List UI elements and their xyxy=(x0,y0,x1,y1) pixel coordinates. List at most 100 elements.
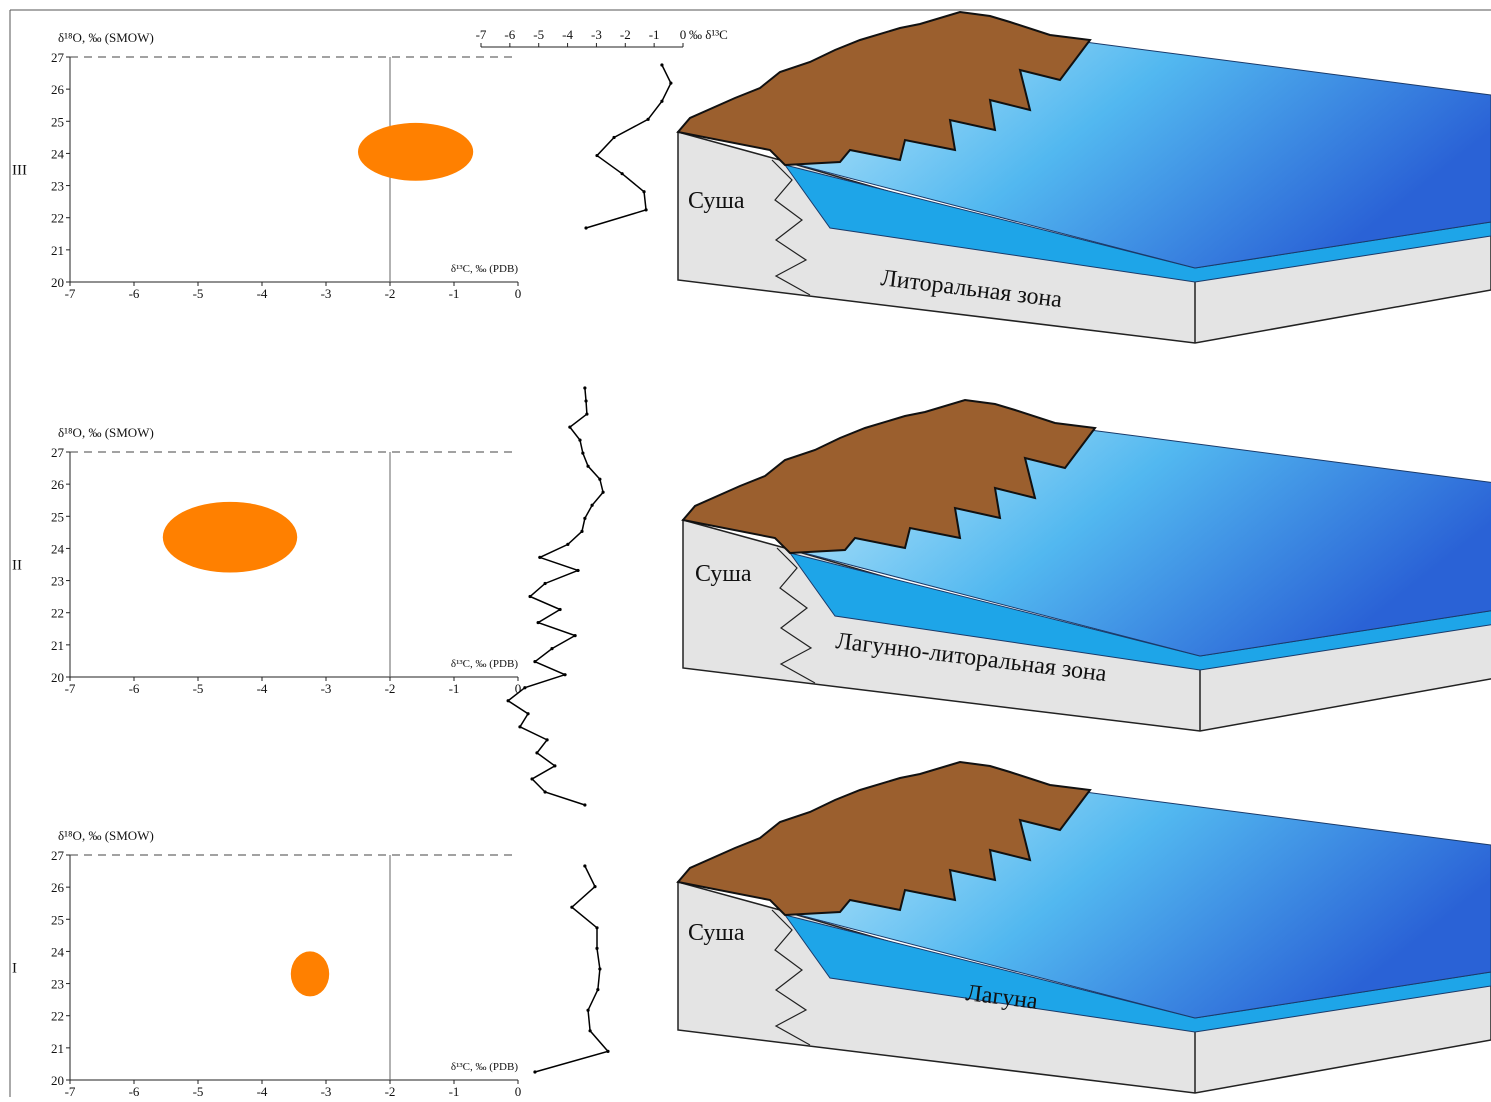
y-tick-label: 20 xyxy=(51,670,64,685)
point xyxy=(660,100,663,103)
land-label: Суша xyxy=(688,920,745,946)
point xyxy=(644,208,647,211)
y-tick-label: 25 xyxy=(51,509,64,524)
point xyxy=(598,967,601,970)
point xyxy=(593,885,596,888)
x-tick-label: -3 xyxy=(321,286,332,301)
x-tick-label: -2 xyxy=(385,681,396,696)
isotope-field xyxy=(163,502,297,573)
y-tick-label: 25 xyxy=(51,912,64,927)
x-tick-label: -3 xyxy=(321,681,332,696)
y-tick-label: 22 xyxy=(51,211,64,226)
isotope-curve xyxy=(508,388,603,805)
x-tick-label: -1 xyxy=(449,1084,460,1097)
y-tick-label: 22 xyxy=(51,606,64,621)
point xyxy=(583,803,586,806)
y-axis-label: δ¹⁸O, ‰ (SMOW) xyxy=(58,828,154,843)
point xyxy=(595,926,598,929)
block-diagram: Суша Лагунно-литоральная зона xyxy=(683,400,1491,731)
point xyxy=(507,699,510,702)
x-axis-label: δ¹³C, ‰ (PDB) xyxy=(451,263,518,275)
point xyxy=(543,582,546,585)
point xyxy=(586,465,589,468)
point xyxy=(581,452,584,455)
y-tick-label: 21 xyxy=(51,638,64,653)
point xyxy=(570,906,573,909)
point xyxy=(545,738,548,741)
y-tick-label: 26 xyxy=(51,82,65,97)
isotope-field xyxy=(358,123,473,181)
point xyxy=(606,1050,609,1053)
point xyxy=(530,777,533,780)
x-tick-label: -5 xyxy=(193,1084,204,1097)
point xyxy=(533,1070,536,1073)
point xyxy=(642,190,645,193)
y-axis-label: δ¹⁸O, ‰ (SMOW) xyxy=(58,425,154,440)
point xyxy=(646,118,649,121)
x-tick-label: -4 xyxy=(257,681,268,696)
isotope-field xyxy=(291,951,329,996)
y-tick-label: 22 xyxy=(51,1009,64,1024)
point xyxy=(601,491,604,494)
x-tick-label: 0 xyxy=(680,27,687,42)
y-tick-label: 26 xyxy=(51,477,65,492)
point xyxy=(543,790,546,793)
y-tick-label: 25 xyxy=(51,114,64,129)
point xyxy=(595,947,598,950)
x-tick-label: -7 xyxy=(65,1084,76,1097)
y-tick-label: 20 xyxy=(51,275,64,290)
point xyxy=(669,82,672,85)
point xyxy=(573,634,576,637)
block-diagram: Суша Литоральная зона xyxy=(678,12,1491,343)
point xyxy=(558,608,561,611)
point xyxy=(660,63,663,66)
stage-label: III xyxy=(12,163,27,179)
point xyxy=(526,712,529,715)
point xyxy=(528,595,531,598)
point xyxy=(595,154,598,157)
y-tick-label: 23 xyxy=(51,574,64,589)
y-tick-label: 20 xyxy=(51,1073,64,1088)
y-tick-label: 24 xyxy=(51,146,65,161)
x-tick-label: -7 xyxy=(65,286,76,301)
x-tick-label: -6 xyxy=(129,286,140,301)
x-axis-label: ‰ δ¹³C xyxy=(689,27,728,42)
x-tick-label: -4 xyxy=(562,27,573,42)
x-tick-label: -6 xyxy=(129,681,140,696)
x-tick-label: -1 xyxy=(449,286,460,301)
point xyxy=(596,988,599,991)
y-tick-label: 24 xyxy=(51,944,65,959)
x-tick-label: -4 xyxy=(257,1084,268,1097)
y-tick-label: 27 xyxy=(51,445,65,460)
x-tick-label: -2 xyxy=(385,1084,396,1097)
y-tick-label: 21 xyxy=(51,1041,64,1056)
point xyxy=(583,386,586,389)
stage-label: II xyxy=(12,558,22,574)
figure: Суша Литоральная зона Суша Лагунно-литор… xyxy=(0,0,1491,1097)
x-axis-label: δ¹³C, ‰ (PDB) xyxy=(451,1061,518,1073)
point xyxy=(550,647,553,650)
stage-label: I xyxy=(12,961,17,977)
y-axis-label: δ¹⁸O, ‰ (SMOW) xyxy=(58,30,154,45)
x-tick-label: -1 xyxy=(449,681,460,696)
y-tick-label: 24 xyxy=(51,541,65,556)
point xyxy=(586,1009,589,1012)
x-tick-label: -6 xyxy=(129,1084,140,1097)
point xyxy=(598,478,601,481)
point xyxy=(576,569,579,572)
point xyxy=(591,504,594,507)
x-tick-label: -5 xyxy=(533,27,544,42)
point xyxy=(538,556,541,559)
point xyxy=(584,399,587,402)
land-label: Суша xyxy=(688,188,745,214)
isotope-curve xyxy=(535,866,608,1072)
point xyxy=(588,1029,591,1032)
point xyxy=(583,517,586,520)
x-tick-label: -5 xyxy=(193,681,204,696)
block-diagram: Суша Лагуна xyxy=(678,762,1491,1093)
x-tick-label: -2 xyxy=(385,286,396,301)
point xyxy=(612,136,615,139)
isotope-curve xyxy=(586,65,671,228)
y-tick-label: 27 xyxy=(51,848,65,863)
point xyxy=(518,725,521,728)
